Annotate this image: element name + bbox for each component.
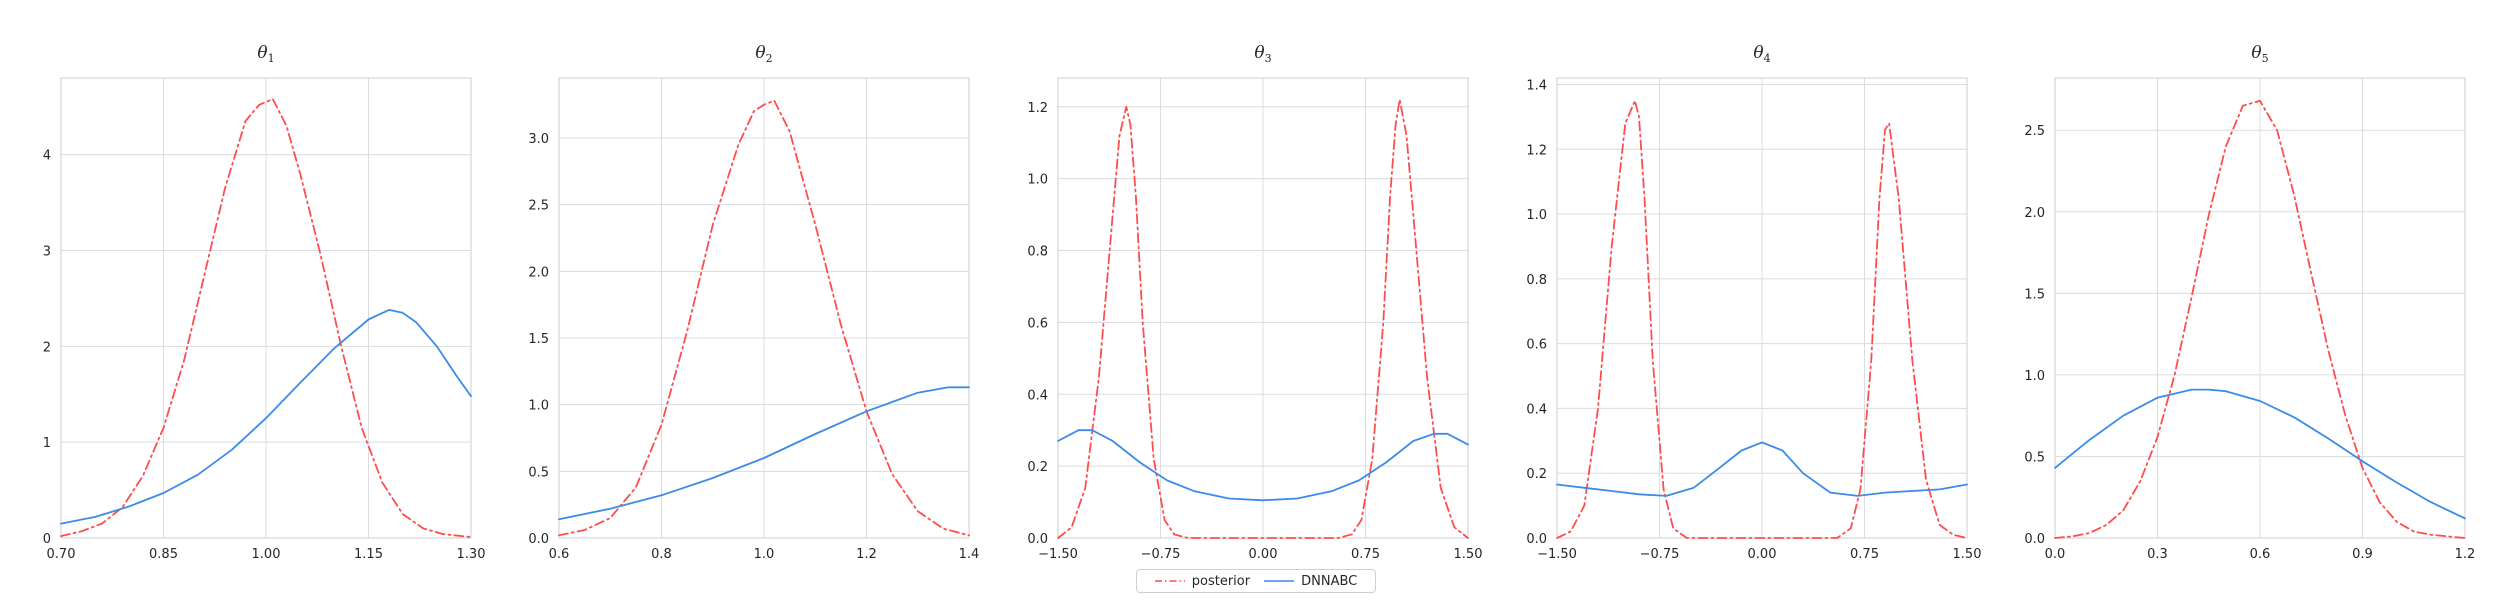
plot-frame	[558, 77, 970, 539]
y-tick-label: 0	[43, 532, 51, 547]
y-tick-label: 2.0	[528, 265, 549, 280]
series-line-dnnabc	[60, 308, 472, 525]
y-tick-label: 1	[43, 436, 51, 451]
y-tick-label: 2	[43, 340, 51, 355]
legend-item-dnnabc: DNNABC	[1264, 574, 1357, 589]
y-tick-label: 0.8	[1526, 273, 1547, 288]
legend-swatch-posterior	[1154, 580, 1185, 582]
y-tick-label: 1.2	[1526, 143, 1547, 158]
y-tick-label: 0.2	[1027, 460, 1048, 475]
y-tick-label: 1.0	[528, 399, 549, 414]
y-tick-label: 1.0	[2024, 369, 2045, 384]
series-line-dnnabc	[1556, 441, 1968, 497]
y-tick-label: 0.0	[1526, 532, 1547, 547]
y-tick-label: 0.6	[1526, 338, 1547, 353]
x-tick-label: 0.00	[1249, 547, 1278, 562]
x-tick-label: 0.8	[651, 547, 672, 562]
y-tick-label: 0.0	[1027, 532, 1048, 547]
x-tick-label: 0.00	[1748, 547, 1777, 562]
y-tick-label: 4	[43, 149, 51, 164]
panel-title: θ4	[1753, 43, 1770, 65]
y-tick-label: 2.5	[2024, 124, 2045, 139]
y-tick-label: 2.5	[528, 199, 549, 214]
y-tick-label: 0.0	[528, 532, 549, 547]
x-tick-label: −0.75	[1141, 547, 1181, 562]
panel-1: 0.70 0.85 1.00 1.15 1.30 0 1 2 3 4 θ1	[43, 43, 486, 562]
y-tick-label: 1.4	[1526, 78, 1547, 93]
legend: posterior DNNABC	[1136, 569, 1376, 593]
x-tick-label: 1.2	[2455, 547, 2476, 562]
y-tick-label: 0.2	[1526, 467, 1547, 482]
y-tick-label: 1.5	[528, 332, 549, 347]
x-tick-label: 0.9	[2352, 547, 2373, 562]
series-line-posterior	[1057, 98, 1469, 539]
series-line-dnnabc	[558, 386, 970, 521]
panel-title: θ1	[257, 43, 274, 65]
y-tick-label: 1.2	[1027, 101, 1048, 116]
panel-2: 0.6 0.8 1.0 1.2 1.4 0.0 0.5 1.0 1.5 2.0 2.5 3.0 θ2	[528, 43, 979, 562]
y-tick-label: 0.4	[1526, 402, 1547, 417]
y-tick-label: 0.8	[1027, 245, 1048, 260]
plot-frame	[2054, 77, 2466, 539]
y-tick-label: 0.4	[1027, 388, 1048, 403]
legend-swatch-dnnabc	[1264, 580, 1295, 582]
series-line-posterior	[60, 98, 472, 538]
panel-4: −1.50 −0.75 0.00 0.75 1.50 0.0 0.2 0.4 0.6 0.8 1.0…	[1526, 43, 1981, 562]
x-tick-label: 0.0	[2045, 547, 2066, 562]
x-tick-label: 0.6	[2250, 547, 2271, 562]
plot-frame	[60, 77, 472, 539]
panel-title: θ5	[2251, 43, 2268, 65]
y-tick-label: 3.0	[528, 132, 549, 147]
series-line-dnnabc	[2054, 388, 2466, 520]
x-tick-label: 1.30	[457, 547, 486, 562]
x-tick-label: 1.15	[354, 547, 383, 562]
panel-title: θ2	[755, 43, 772, 65]
x-tick-label: −0.75	[1640, 547, 1680, 562]
x-tick-label: 1.50	[1454, 547, 1483, 562]
y-tick-label: 2.0	[2024, 206, 2045, 221]
x-tick-label: 0.6	[549, 547, 570, 562]
x-tick-label: 1.50	[1953, 547, 1982, 562]
y-tick-label: 0.6	[1027, 316, 1048, 331]
x-tick-label: 0.75	[1850, 547, 1879, 562]
series-line-posterior	[2054, 99, 2466, 539]
y-tick-label: 1.0	[1526, 208, 1547, 223]
y-tick-label: 1.0	[1027, 173, 1048, 188]
legend-label-dnnabc: DNNABC	[1301, 573, 1358, 589]
x-tick-label: 0.70	[47, 547, 76, 562]
y-tick-label: 0.5	[2024, 450, 2045, 465]
y-tick-label: 0.0	[2024, 532, 2045, 547]
x-tick-label: 1.4	[959, 547, 980, 562]
legend-item-posterior: posterior	[1154, 573, 1251, 589]
series-line-posterior	[558, 99, 970, 537]
x-tick-label: −1.50	[1038, 547, 1078, 562]
x-tick-label: 1.00	[252, 547, 281, 562]
y-tick-label: 3	[43, 245, 51, 260]
series-line-posterior	[1556, 99, 1968, 539]
x-tick-label: 1.0	[754, 547, 775, 562]
x-tick-label: 0.75	[1351, 547, 1380, 562]
panel-3: −1.50 −0.75 0.00 0.75 1.50 0.0 0.2 0.4 0.6 0.8 1.0…	[1027, 43, 1482, 562]
x-tick-label: 1.2	[856, 547, 877, 562]
x-tick-label: −1.50	[1537, 547, 1577, 562]
panel-5: 0.0 0.3 0.6 0.9 1.2 0.0 0.5 1.0 1.5 2.0 2.5 θ5	[2024, 43, 2475, 562]
x-tick-label: 0.3	[2147, 547, 2168, 562]
x-tick-label: 0.85	[149, 547, 178, 562]
series-line-dnnabc	[1057, 429, 1469, 502]
y-tick-label: 0.5	[528, 465, 549, 480]
panel-title: θ3	[1254, 43, 1271, 65]
legend-label-posterior: posterior	[1191, 573, 1251, 589]
y-tick-label: 1.5	[2024, 287, 2045, 302]
